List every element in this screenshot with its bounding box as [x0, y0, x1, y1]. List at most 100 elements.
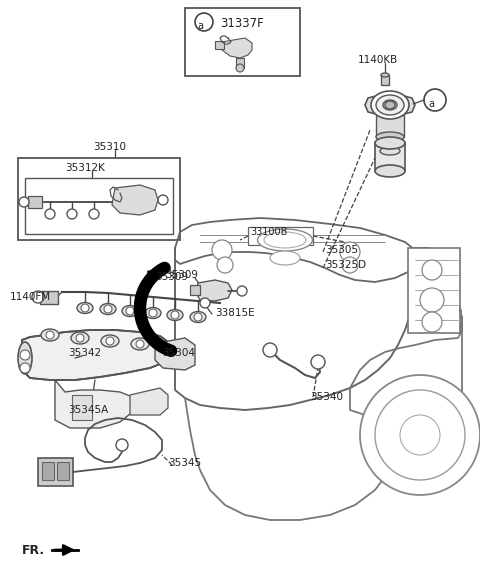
- Circle shape: [194, 313, 202, 321]
- Text: 35305: 35305: [325, 245, 358, 255]
- Ellipse shape: [101, 335, 119, 347]
- Polygon shape: [222, 38, 252, 58]
- Circle shape: [67, 209, 77, 219]
- Text: 35325D: 35325D: [325, 260, 366, 270]
- Circle shape: [236, 64, 244, 72]
- Bar: [42, 462, 54, 480]
- Circle shape: [340, 242, 360, 262]
- Ellipse shape: [145, 308, 161, 318]
- Circle shape: [422, 312, 442, 332]
- Polygon shape: [130, 388, 168, 415]
- Circle shape: [424, 89, 446, 111]
- Circle shape: [106, 337, 114, 345]
- Bar: [248, 227, 313, 245]
- Bar: [380, 133, 400, 151]
- Text: FR.: FR.: [22, 544, 45, 557]
- Circle shape: [360, 375, 480, 495]
- Bar: [18, 158, 180, 240]
- Circle shape: [422, 260, 442, 280]
- Circle shape: [195, 13, 213, 31]
- Ellipse shape: [376, 95, 404, 115]
- Bar: [40, 291, 58, 304]
- Polygon shape: [55, 380, 135, 428]
- Text: 1140FM: 1140FM: [10, 292, 51, 302]
- Circle shape: [20, 363, 30, 373]
- Circle shape: [200, 298, 210, 308]
- Circle shape: [311, 355, 325, 369]
- Ellipse shape: [371, 91, 409, 119]
- Bar: [215, 41, 224, 49]
- Text: a: a: [197, 21, 203, 31]
- Bar: [236, 58, 244, 68]
- Text: 35309: 35309: [155, 272, 188, 282]
- Circle shape: [45, 209, 55, 219]
- Ellipse shape: [376, 132, 404, 142]
- Ellipse shape: [131, 338, 149, 350]
- Bar: [28, 196, 42, 208]
- Circle shape: [116, 439, 128, 451]
- Circle shape: [212, 240, 232, 260]
- Polygon shape: [365, 95, 415, 115]
- Text: 35309: 35309: [165, 270, 198, 280]
- Circle shape: [171, 311, 179, 319]
- Bar: [408, 248, 460, 333]
- Ellipse shape: [18, 342, 32, 374]
- Circle shape: [420, 288, 444, 312]
- Polygon shape: [196, 280, 232, 301]
- Polygon shape: [22, 330, 170, 380]
- Text: 35345: 35345: [168, 458, 201, 468]
- Bar: [57, 462, 69, 480]
- Circle shape: [19, 197, 29, 207]
- Bar: [381, 75, 389, 85]
- Bar: [190, 285, 200, 295]
- Text: 35310: 35310: [93, 142, 126, 152]
- Bar: [38, 458, 73, 486]
- Circle shape: [136, 340, 144, 348]
- Bar: [185, 8, 300, 76]
- Ellipse shape: [270, 251, 300, 265]
- Bar: [72, 395, 92, 420]
- Text: 1140KB: 1140KB: [358, 55, 398, 65]
- Ellipse shape: [264, 232, 306, 248]
- Circle shape: [158, 195, 168, 205]
- Circle shape: [263, 343, 277, 357]
- Ellipse shape: [383, 100, 397, 110]
- Ellipse shape: [257, 229, 312, 251]
- Text: 35345A: 35345A: [68, 405, 108, 415]
- Circle shape: [76, 334, 84, 342]
- Text: 35340: 35340: [310, 392, 343, 402]
- Ellipse shape: [122, 305, 138, 317]
- Text: 35304: 35304: [162, 348, 195, 358]
- Polygon shape: [155, 338, 195, 370]
- Circle shape: [126, 307, 134, 315]
- Bar: [25, 178, 173, 234]
- Ellipse shape: [167, 310, 183, 321]
- Circle shape: [375, 390, 465, 480]
- Circle shape: [400, 415, 440, 455]
- Ellipse shape: [41, 329, 59, 341]
- Ellipse shape: [380, 147, 400, 155]
- Ellipse shape: [71, 332, 89, 344]
- Bar: [376, 115, 404, 137]
- Text: 33815E: 33815E: [215, 308, 254, 318]
- Ellipse shape: [385, 101, 395, 109]
- Circle shape: [342, 257, 358, 273]
- Circle shape: [20, 350, 30, 360]
- Ellipse shape: [381, 73, 389, 77]
- Ellipse shape: [100, 304, 116, 315]
- Polygon shape: [112, 185, 158, 215]
- Circle shape: [217, 257, 233, 273]
- Text: 35312K: 35312K: [65, 163, 105, 173]
- Text: 31337F: 31337F: [220, 17, 264, 30]
- Ellipse shape: [375, 165, 405, 177]
- Circle shape: [89, 209, 99, 219]
- Circle shape: [237, 286, 247, 296]
- Ellipse shape: [190, 311, 206, 322]
- Text: a: a: [428, 99, 434, 109]
- Circle shape: [81, 304, 89, 312]
- Circle shape: [32, 291, 44, 303]
- Circle shape: [104, 305, 112, 313]
- Text: 35342: 35342: [68, 348, 101, 358]
- Ellipse shape: [77, 303, 93, 314]
- Text: 33100B: 33100B: [250, 227, 288, 237]
